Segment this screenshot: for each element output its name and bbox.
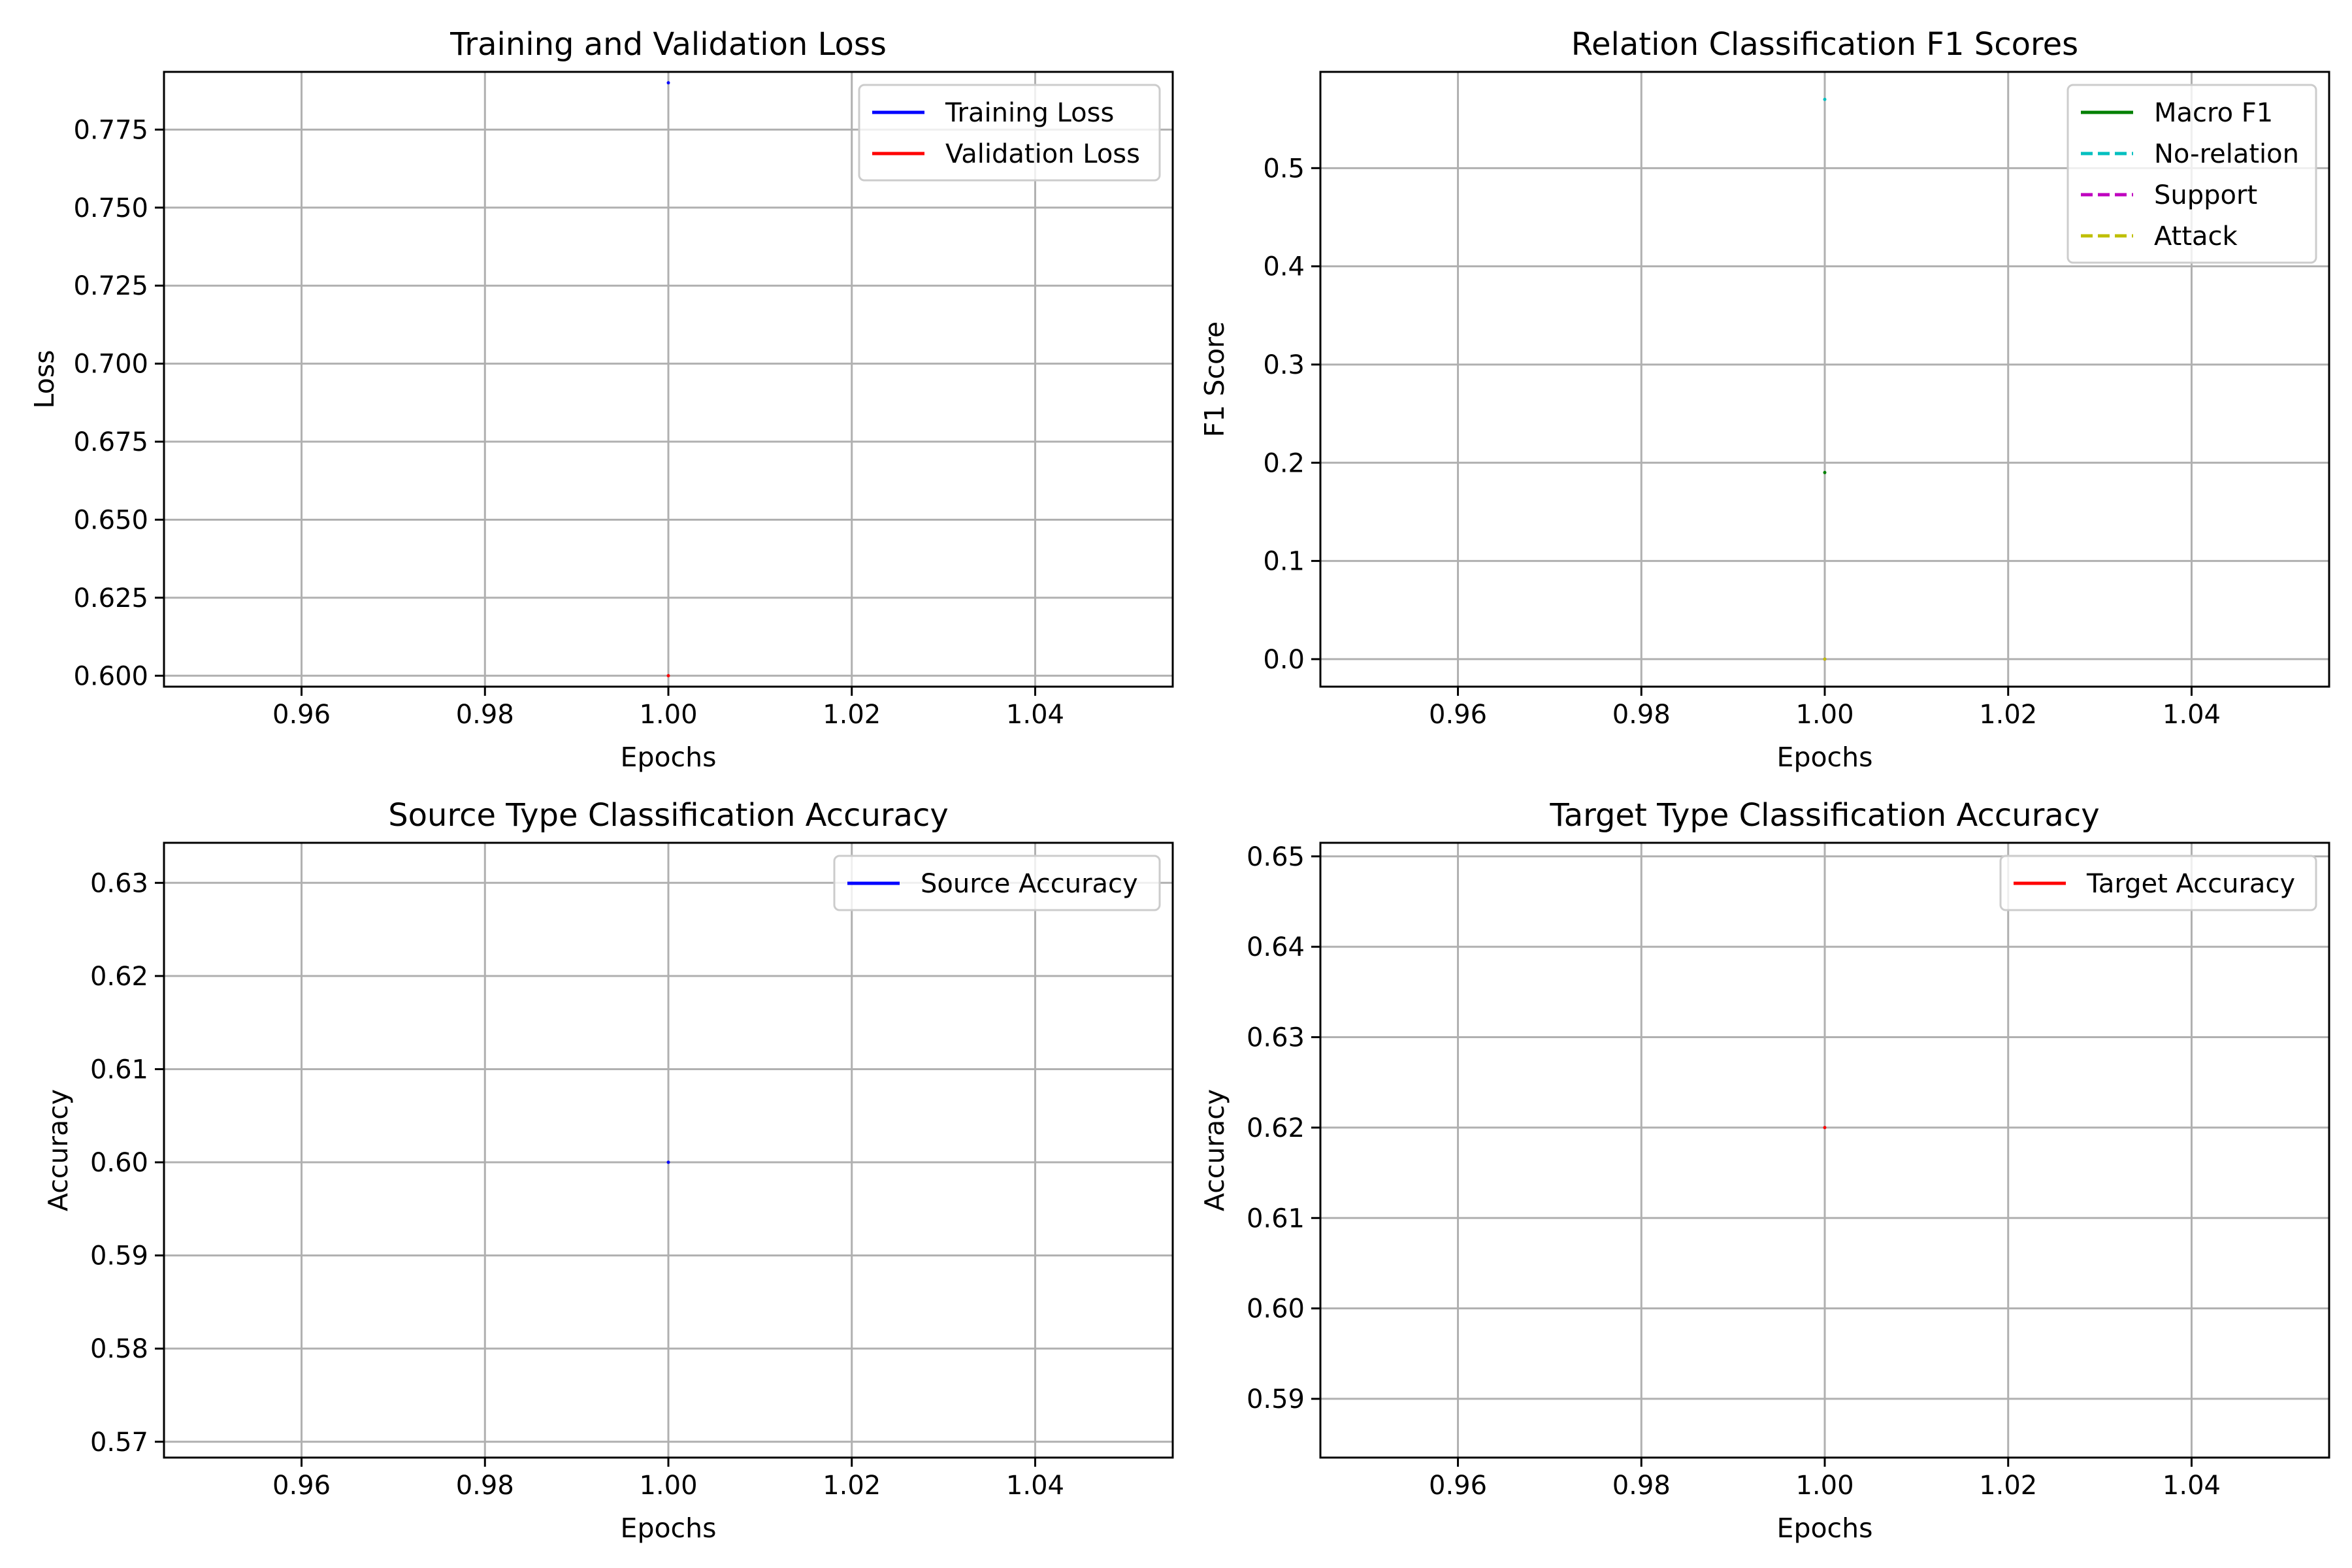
y-tick-label: 0.61 — [90, 1054, 148, 1085]
y-tick-label: 0.61 — [1247, 1203, 1305, 1233]
legend: Training Loss Validation Loss — [858, 84, 1161, 182]
y-tick-label: 0.725 — [73, 271, 148, 301]
y-tick-label: 0.57 — [90, 1428, 148, 1458]
y-tick-label: 0.775 — [73, 115, 148, 145]
x-axis-label: Epochs — [1777, 1512, 1873, 1544]
legend-label-support: Support — [2154, 180, 2257, 210]
legend-label-validation-loss: Validation Loss — [945, 139, 1140, 169]
y-tick-label: 0.750 — [73, 193, 148, 223]
legend-label-source-accuracy: Source Accuracy — [921, 869, 1138, 899]
y-tick-label: 0.59 — [1247, 1384, 1305, 1414]
x-tick-label: 0.96 — [1429, 700, 1487, 730]
legend-box — [833, 855, 1161, 911]
y-tick-label: 0.4 — [1263, 252, 1305, 282]
chart-title: Relation Classification F1 Scores — [1571, 26, 2078, 63]
chart-title: Training and Validation Loss — [449, 26, 887, 63]
legend-box — [1999, 855, 2317, 911]
subplot-3: 0.96 0.98 1.00 1.02 1.04 0.57 0.58 0.59 0.60 0.61… — [42, 797, 1174, 1544]
y-axis-label: Accuracy — [42, 1089, 74, 1211]
legend-label-no-relation: No-relation — [2154, 139, 2299, 169]
subplot-1: 0.96 0.98 1.00 1.02 1.04 0.600 0.625 0.650 0.675… — [29, 26, 1174, 773]
y-axis-label: Loss — [29, 350, 60, 409]
legend: Source Accuracy — [833, 855, 1161, 911]
y-tick-label: 0.58 — [90, 1334, 148, 1364]
legend: Macro F1 No-relation Support Attack — [2066, 84, 2317, 264]
x-tick-label: 1.00 — [639, 700, 697, 730]
x-tick-label: 0.98 — [456, 700, 514, 730]
subplot-2: 0.96 0.98 1.00 1.02 1.04 0.0 0.1 0.2 0.3 0.4 0.5 Re… — [1199, 26, 2330, 773]
x-tick-label: 1.04 — [1006, 1471, 1064, 1501]
y-tick-label: 0.63 — [1247, 1023, 1305, 1053]
subplot-4: 0.96 0.98 1.00 1.02 1.04 0.59 0.60 0.61 0.62 0.63… — [1199, 797, 2330, 1544]
x-tick-label: 1.02 — [1979, 1471, 2037, 1501]
x-tick-label: 0.98 — [456, 1471, 514, 1501]
chart-title: Target Type Classification Accuracy — [1549, 797, 2099, 834]
y-tick-label: 0.625 — [73, 583, 148, 613]
x-tick-label: 1.02 — [1979, 700, 2037, 730]
y-tick-label: 0.62 — [90, 962, 148, 992]
y-tick-label: 0.700 — [73, 350, 148, 380]
x-tick-label: 1.04 — [2163, 1471, 2221, 1501]
x-tick-label: 1.00 — [639, 1471, 697, 1501]
y-tick-label: 0.65 — [1247, 842, 1305, 872]
x-tick-label: 1.04 — [2163, 700, 2221, 730]
y-axis-label: Accuracy — [1199, 1089, 1230, 1211]
legend-box — [858, 84, 1161, 182]
y-tick-label: 0.5 — [1263, 154, 1305, 184]
x-axis-label: Epochs — [621, 1512, 717, 1544]
x-tick-label: 1.00 — [1795, 1471, 1854, 1501]
y-tick-label: 0.63 — [90, 868, 148, 898]
x-tick-label: 1.02 — [823, 1471, 881, 1501]
x-axis-label: Epochs — [1777, 742, 1873, 773]
y-tick-label: 0.2 — [1263, 448, 1305, 478]
y-tick-label: 0.600 — [73, 661, 148, 691]
x-tick-label: 0.98 — [1612, 700, 1671, 730]
legend-label-training-loss: Training Loss — [945, 98, 1114, 128]
x-tick-label: 0.96 — [1429, 1471, 1487, 1501]
legend-label-macro-f1: Macro F1 — [2154, 98, 2273, 128]
y-tick-label: 0.1 — [1263, 547, 1305, 577]
chart-title: Source Type Classification Accuracy — [388, 797, 949, 834]
legend-box — [2066, 84, 2317, 264]
x-tick-label: 1.00 — [1795, 700, 1854, 730]
y-tick-label: 0.64 — [1247, 932, 1305, 962]
x-tick-label: 1.04 — [1006, 700, 1064, 730]
y-tick-label: 0.59 — [90, 1241, 148, 1271]
x-axis-label: Epochs — [621, 742, 717, 773]
y-axis-label: F1 Score — [1199, 321, 1230, 438]
x-tick-label: 1.02 — [823, 700, 881, 730]
x-tick-label: 0.96 — [272, 700, 331, 730]
y-tick-label: 0.60 — [1247, 1294, 1305, 1324]
legend-label-attack: Attack — [2154, 221, 2238, 252]
y-tick-label: 0.62 — [1247, 1113, 1305, 1143]
y-tick-label: 0.60 — [90, 1148, 148, 1178]
y-tick-label: 0.0 — [1263, 645, 1305, 675]
y-tick-label: 0.675 — [73, 427, 148, 457]
y-tick-label: 0.650 — [73, 505, 148, 535]
legend-label-target-accuracy: Target Accuracy — [2086, 869, 2295, 899]
legend: Target Accuracy — [1999, 855, 2317, 911]
x-tick-label: 0.98 — [1612, 1471, 1671, 1501]
x-tick-label: 0.96 — [272, 1471, 331, 1501]
y-tick-label: 0.3 — [1263, 350, 1305, 380]
